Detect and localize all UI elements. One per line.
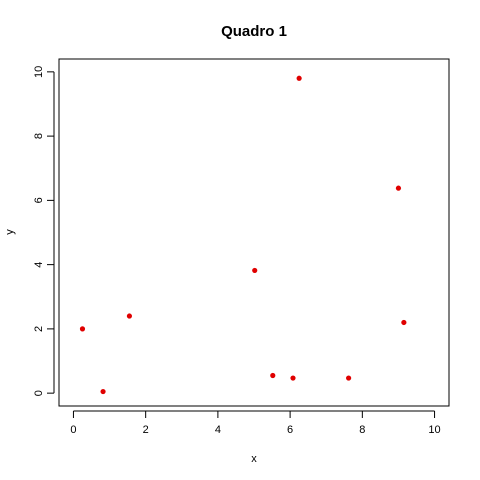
data-point [270, 372, 276, 379]
y-tick-label: 2 [33, 326, 45, 332]
x-tick-label: 0 [70, 424, 76, 436]
x-axis-label: x [251, 453, 257, 465]
y-tick-label: 10 [33, 66, 45, 78]
data-point [79, 326, 86, 332]
data-point [346, 375, 352, 381]
y-tick-label: 8 [33, 133, 45, 139]
data-points [79, 75, 407, 395]
chart-title: Quadro 1 [221, 23, 287, 40]
x-tick-label: 10 [428, 424, 440, 436]
data-point [395, 185, 402, 191]
data-point [296, 75, 302, 81]
y-tick-label: 0 [33, 390, 45, 396]
data-point [252, 267, 258, 274]
data-point [290, 375, 296, 381]
y-tick-label: 6 [33, 197, 45, 203]
y-axis: 0 2 4 6 8 10 [33, 66, 55, 396]
y-axis-label: y [4, 229, 16, 235]
x-tick-label: 8 [359, 424, 365, 436]
data-point [401, 319, 407, 326]
data-point [126, 313, 133, 319]
plot-area [58, 58, 450, 407]
x-tick-label: 2 [143, 424, 149, 436]
x-axis: 0 2 4 6 8 10 [70, 410, 441, 436]
data-point [100, 388, 106, 395]
y-tick-label: 4 [33, 262, 45, 268]
x-tick-label: 4 [215, 424, 221, 436]
x-tick-label: 6 [287, 424, 293, 436]
